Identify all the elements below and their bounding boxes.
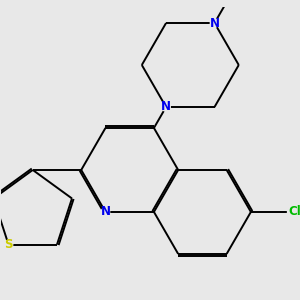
Text: N: N <box>100 206 110 218</box>
Circle shape <box>101 208 110 216</box>
Circle shape <box>4 240 13 249</box>
Circle shape <box>210 19 219 27</box>
Text: N: N <box>209 16 220 29</box>
Circle shape <box>287 205 300 219</box>
Text: S: S <box>4 238 13 251</box>
Circle shape <box>162 103 170 111</box>
Text: Cl: Cl <box>288 206 300 218</box>
Text: N: N <box>161 100 171 113</box>
